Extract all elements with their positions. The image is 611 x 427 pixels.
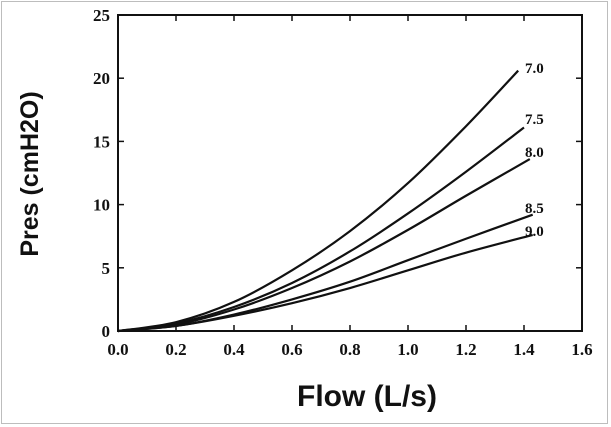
- y-tick-label: 0: [102, 322, 111, 341]
- series-label-7-5: 7.5: [525, 112, 544, 128]
- x-tick-label: 0.2: [165, 340, 186, 359]
- series-label-8-5: 8.5: [525, 201, 544, 217]
- x-tick-label: 0.4: [223, 340, 245, 359]
- y-tick-label: 10: [93, 196, 110, 215]
- axes: 0.0 0.2 0.4 0.6 0.8 1.0 1.2 1.4 1.6 0 5 10 15 20 25: [93, 6, 593, 359]
- y-tick-label: 20: [93, 69, 110, 88]
- series-line-8-0: [117, 158, 531, 333]
- x-tick-label: 0.0: [107, 340, 128, 359]
- series-line-7-0: [117, 69, 520, 333]
- x-tick-label: 0.8: [339, 340, 360, 359]
- series-labels: 7.0 7.5 8.0 8.5 9.0: [525, 61, 544, 240]
- y-tick-label: 15: [93, 132, 110, 151]
- x-tick-label: 1.4: [513, 340, 535, 359]
- y-axis-title: Pres (cmH2O): [16, 91, 44, 256]
- series-label-7-0: 7.0: [525, 61, 544, 77]
- plot-frame: [117, 14, 583, 332]
- x-tick-label: 1.0: [397, 340, 418, 359]
- x-tick-label: 0.6: [281, 340, 302, 359]
- series-label-9-0: 9.0: [525, 224, 544, 240]
- x-tick-label: 1.6: [571, 340, 592, 359]
- series-label-8-0: 8.0: [525, 145, 544, 161]
- series-lines: [117, 69, 534, 333]
- y-tick-label: 25: [93, 6, 110, 25]
- series-line-9-0: [117, 233, 533, 333]
- x-tick-label: 1.2: [455, 340, 476, 359]
- x-axis-title: Flow (L/s): [297, 380, 437, 413]
- series-line-7-5: [117, 126, 525, 333]
- y-tick-label: 5: [102, 259, 111, 278]
